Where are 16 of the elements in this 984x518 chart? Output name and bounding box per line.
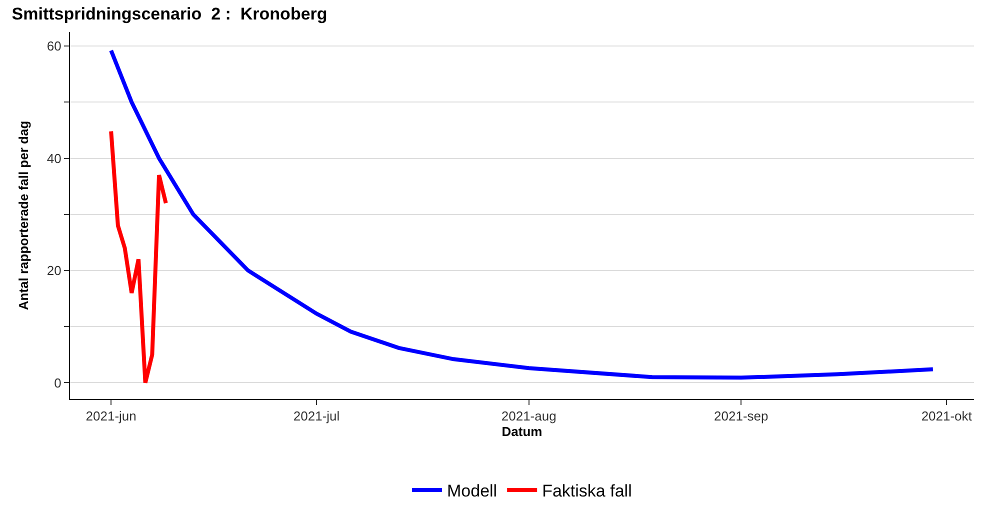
- x-tick-label: 2021-jul: [293, 408, 340, 424]
- legend-label: Faktiska fall: [542, 482, 632, 501]
- y-tick-label: 20: [46, 263, 62, 278]
- x-tick-label: 2021-okt: [921, 408, 972, 424]
- x-tick-label: 2021-jun: [86, 408, 136, 424]
- x-axis-title: Datum: [502, 424, 542, 440]
- y-tick-label: 0: [54, 375, 62, 390]
- x-tick-label: 2021-aug: [501, 408, 556, 424]
- y-tick-label: 60: [46, 38, 62, 54]
- legend-label: Modell: [447, 482, 498, 501]
- line-series: [109, 129, 168, 385]
- y-tick-label: 40: [46, 150, 62, 166]
- x-tick-label: 2021-sep: [714, 408, 768, 424]
- chart-title: Smittspridningscenario 2 : Kronoberg: [12, 4, 328, 24]
- line-series: [109, 48, 935, 380]
- y-axis-title: Antal rapporterade fall per dag: [16, 120, 31, 310]
